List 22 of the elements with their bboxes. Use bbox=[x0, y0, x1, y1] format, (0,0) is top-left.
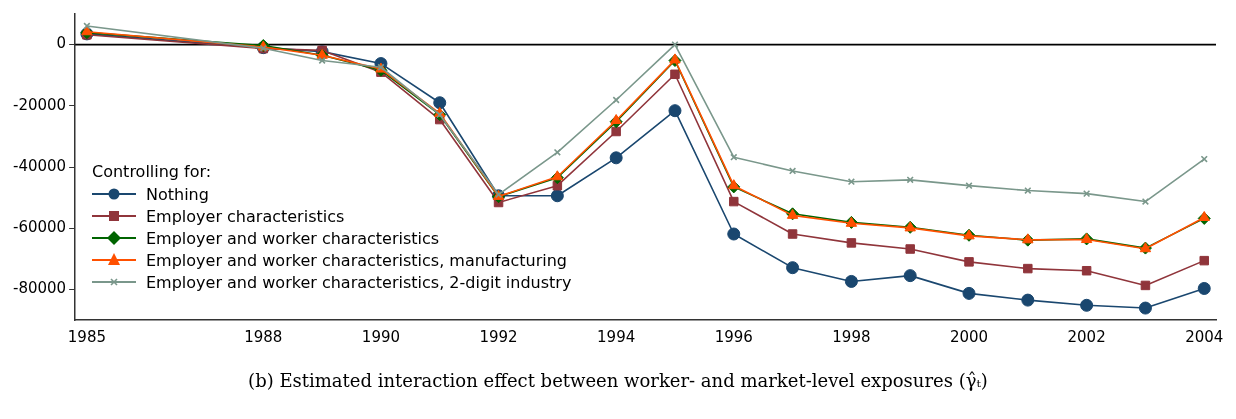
x-tick-label: 2004 bbox=[1185, 327, 1224, 346]
x-tick-label: 1992 bbox=[479, 327, 518, 346]
x-tick-label: 2002 bbox=[1067, 327, 1106, 346]
y-tick-label: -40000 bbox=[12, 156, 67, 175]
legend-label: Employer and worker characteristics, 2-digit industry bbox=[146, 272, 572, 292]
y-tick-label: -60000 bbox=[12, 218, 67, 237]
x-tick-label: 1990 bbox=[361, 327, 401, 346]
legend-label: Nothing bbox=[146, 184, 209, 204]
x-tick-label: 1985 bbox=[67, 327, 106, 346]
x-tick-label: 1994 bbox=[597, 327, 636, 346]
text: (b) Estimated interaction effect between worker- and market-level exposures (γ̂ₜ) bbox=[247, 370, 989, 391]
x-tick-label: 1996 bbox=[714, 327, 753, 346]
y-tick-label: -20000 bbox=[12, 95, 67, 114]
x-tick-label: 1998 bbox=[832, 327, 871, 346]
legend-title: Controlling for: bbox=[92, 162, 213, 181]
legend-label: Employer and worker characteristics, manufacturing bbox=[146, 250, 567, 270]
x-tick-label: 1988 bbox=[244, 327, 283, 346]
x-tick-label: 2000 bbox=[949, 327, 989, 346]
y-tick-label: 0 bbox=[56, 34, 67, 53]
legend-label: Employer characteristics bbox=[146, 206, 345, 226]
legend-label: Employer and worker characteristics bbox=[146, 228, 440, 248]
y-tick-label: -80000 bbox=[12, 279, 67, 298]
